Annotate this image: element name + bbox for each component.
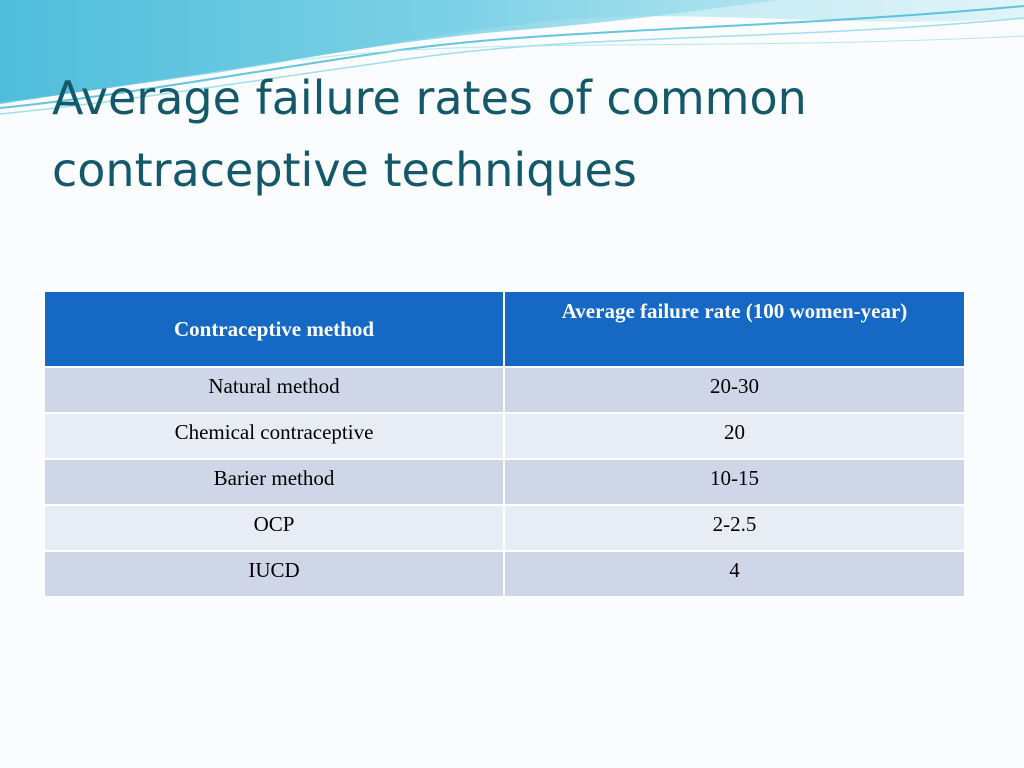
failure-rate-table-container: Contraceptive method Average failure rat…	[43, 290, 966, 598]
method-cell: OCP	[43, 504, 505, 552]
rate-cell: 4	[503, 550, 966, 598]
table-row: IUCD 4	[43, 550, 966, 598]
method-cell: Chemical contraceptive	[43, 412, 505, 460]
slide-title: Average failure rates of common contrace…	[52, 71, 807, 197]
header-contraceptive-method: Contraceptive method	[43, 290, 505, 368]
header-wave-decoration	[0, 0, 1024, 115]
rate-cell: 10-15	[503, 458, 966, 506]
failure-rate-table: Contraceptive method Average failure rat…	[43, 290, 966, 598]
rate-cell: 2-2.5	[503, 504, 966, 552]
header-average-failure-rate: Average failure rate (100 women-year)	[503, 290, 966, 368]
rate-cell: 20-30	[503, 366, 966, 414]
table-row: Barier method 10-15	[43, 458, 966, 506]
table-row: Natural method 20-30	[43, 366, 966, 414]
table-header-row: Contraceptive method Average failure rat…	[43, 290, 966, 368]
method-cell: Barier method	[43, 458, 505, 506]
rate-cell: 20	[503, 412, 966, 460]
table-row: Chemical contraceptive 20	[43, 412, 966, 460]
table-row: OCP 2-2.5	[43, 504, 966, 552]
method-cell: Natural method	[43, 366, 505, 414]
method-cell: IUCD	[43, 550, 505, 598]
